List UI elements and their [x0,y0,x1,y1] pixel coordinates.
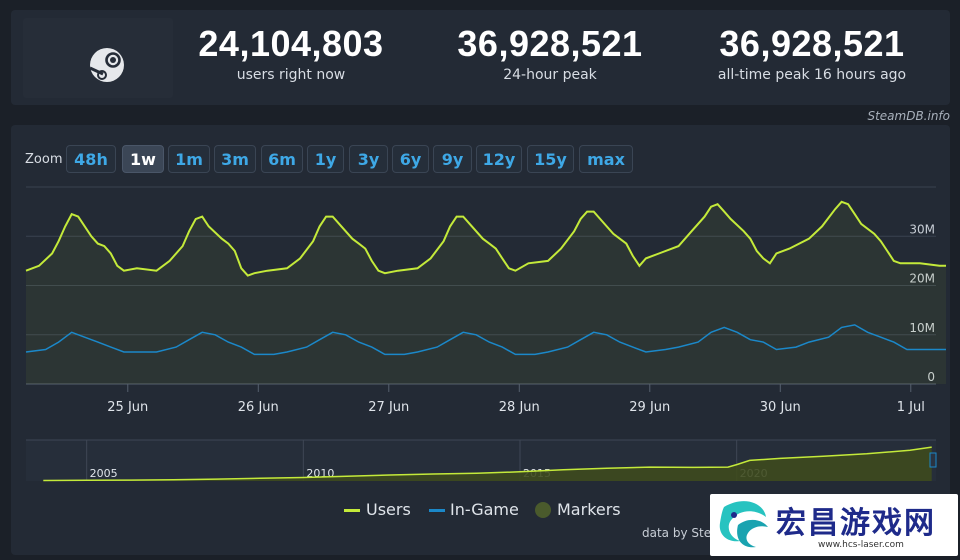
stats-bar: 24,104,803 users right now 36,928,521 24… [11,10,950,105]
legend-ingame-label: In-Game [450,500,519,519]
y-tick-label: 10M [909,321,935,335]
steam-logo-box[interactable] [23,18,173,98]
zoom-button-3m[interactable]: 3m [214,145,256,173]
zoom-label: Zoom [25,152,63,167]
watermark: 宏昌游戏网 www.hcs-laser.com [710,494,958,556]
zoom-button-1y[interactable]: 1y [307,145,344,173]
all-time-peak-value: 36,928,521 [719,23,905,64]
y-tick-label: 30M [909,222,935,236]
watermark-url: www.hcs-laser.com [818,540,904,550]
zoom-button-max[interactable]: max [579,145,633,173]
x-tick-label: 28 Jun [499,400,540,415]
peak-24h-value: 36,928,521 [457,23,643,64]
navigator-tick-label: 2005 [90,467,118,480]
all-time-peak-label: all-time peak 16 hours ago [717,67,907,83]
stat-24h-peak: 36,928,521 24-hour peak [440,23,660,84]
current-users-value: 24,104,803 [198,23,384,64]
x-tick-label: 25 Jun [107,400,148,415]
zoom-button-1m[interactable]: 1m [168,145,210,173]
chart-panel [11,125,950,555]
steam-icon [89,48,124,82]
credit-text[interactable]: data by Stea [642,526,719,540]
x-tick-label: 26 Jun [238,400,279,415]
x-tick-label: 30 Jun [760,400,801,415]
navigator-area [43,447,932,481]
legend-markers-label: Markers [557,500,621,519]
navigator-line [43,446,932,482]
x-tick-label: 1 Jul [897,400,925,415]
markers-swatch [535,502,551,518]
zoom-button-48h[interactable]: 48h [66,145,116,173]
zoom-button-6m[interactable]: 6m [261,145,303,173]
stat-current: 24,104,803 users right now [181,23,401,84]
ingame-swatch [429,509,445,512]
x-tick-label: 27 Jun [368,400,409,415]
x-tick-label: 29 Jun [629,400,670,415]
users-series-line [25,200,946,277]
users-swatch [344,509,360,512]
navigator-handle [929,452,937,468]
users-area [26,201,946,384]
current-users-label: users right now [236,67,346,83]
zoom-button-15y[interactable]: 15y [527,145,574,173]
ingame-series-line [25,324,946,356]
zoom-button-3y[interactable]: 3y [349,145,388,173]
zoom-button-1w[interactable]: 1w [122,145,164,173]
legend-users-label: Users [366,500,411,519]
zoom-button-9y[interactable]: 9y [433,145,472,173]
stat-all-time-peak: 36,928,521 all-time peak 16 hours ago [697,23,927,84]
source-label[interactable]: SteamDB.info [867,109,950,123]
peak-24h-label: 24-hour peak [503,67,597,83]
watermark-logo-icon [719,501,768,548]
y-tick-label: 20M [909,272,935,286]
zoom-button-12y[interactable]: 12y [476,145,522,173]
y-tick-label: 0 [927,370,935,384]
watermark-text: 宏昌游戏网 [776,506,936,541]
zoom-button-6y[interactable]: 6y [392,145,429,173]
